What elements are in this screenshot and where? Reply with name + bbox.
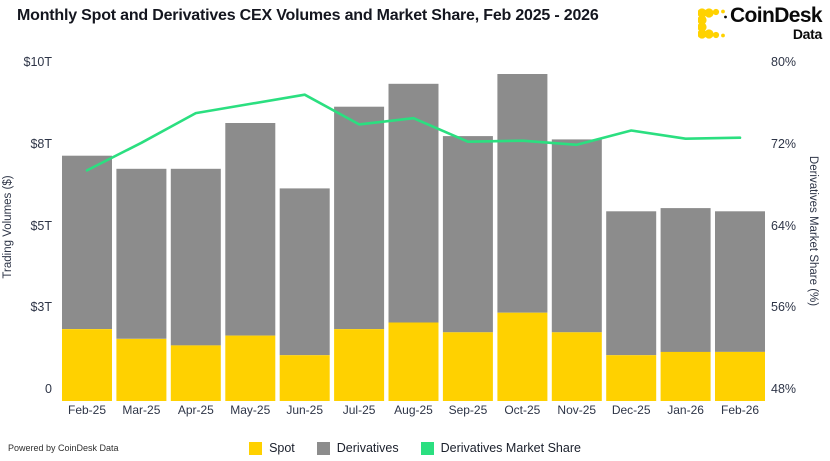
bar-spot-Apr-25[interactable] <box>170 345 221 401</box>
logo-dot <box>704 8 714 18</box>
bar-spot-Aug-25[interactable] <box>388 322 439 402</box>
left-axis-tick-label-2: $5T <box>30 218 52 233</box>
bar-derivatives-Apr-25[interactable] <box>170 168 221 346</box>
bar-spot-May-25[interactable] <box>225 335 276 401</box>
right-axis-tick-label-3: 56% <box>771 300 797 315</box>
bar-spot-Feb-26[interactable] <box>715 351 765 401</box>
x-axis-tick-label-May-25: May-25 <box>230 403 271 417</box>
coindesk-dotted-c-icon <box>697 8 727 39</box>
bar-spot-Jul-25[interactable] <box>334 329 385 401</box>
bar-derivatives-May-25[interactable] <box>225 123 276 336</box>
bar-spot-Nov-25[interactable] <box>551 332 602 401</box>
bar-derivatives-Dec-25[interactable] <box>606 211 657 356</box>
logo-dot <box>697 29 707 39</box>
bar-derivatives-Oct-25[interactable] <box>497 74 548 313</box>
bar-derivatives-Nov-25[interactable] <box>551 139 602 333</box>
x-axis-tick-label-Sep-25: Sep-25 <box>448 403 488 417</box>
bar-spot-Mar-25[interactable] <box>116 338 167 401</box>
x-axis-tick-label-Apr-25: Apr-25 <box>177 403 214 417</box>
bar-spot-Sep-25[interactable] <box>442 332 493 401</box>
x-axis-tick-label-Dec-25: Dec-25 <box>611 403 651 417</box>
bar-spot-Jan-26[interactable] <box>660 351 711 401</box>
x-axis-tick-label-Oct-25: Oct-25 <box>504 403 541 417</box>
left-axis-tick-label-4: 0 <box>45 382 52 396</box>
right-axis-tick-label-1: 72% <box>771 136 797 151</box>
bar-derivatives-Feb-25[interactable] <box>62 155 112 329</box>
left-axis-tick-label-3: $3T <box>30 300 52 315</box>
logo-dot <box>712 8 720 16</box>
x-axis-tick-label-Mar-25: Mar-25 <box>122 403 161 417</box>
right-axis-tick-label-2: 64% <box>771 218 797 233</box>
legend-label: Derivatives <box>336 441 399 455</box>
x-axis-tick-label-Jun-25: Jun-25 <box>286 403 324 417</box>
bar-spot-Jun-25[interactable] <box>279 355 330 401</box>
chart-legend: Spot Derivatives Derivatives Market Share <box>0 441 830 455</box>
x-axis-tick-label-Aug-25: Aug-25 <box>394 403 433 417</box>
logo-dot <box>724 15 727 19</box>
logo-name: CoinDesk <box>729 4 823 27</box>
logo-dot <box>697 8 707 18</box>
x-axis-tick-label-Jan-26: Jan-26 <box>667 403 704 417</box>
bar-derivatives-Feb-26[interactable] <box>715 211 765 352</box>
bar-derivatives-Aug-25[interactable] <box>388 83 439 323</box>
bar-derivatives-Jan-26[interactable] <box>660 208 711 352</box>
logo-dot <box>697 22 707 32</box>
legend-swatch-icon <box>420 441 434 455</box>
left-axis-tick-label-1: $8T <box>30 136 52 151</box>
bar-spot-Oct-25[interactable] <box>497 312 548 401</box>
derivatives-market-share-line <box>85 93 742 172</box>
legend-label: Spot <box>269 441 295 455</box>
legend-item-derivatives[interactable]: Derivatives <box>316 441 399 455</box>
x-axis-tick-label-Feb-26: Feb-26 <box>721 403 760 417</box>
logo-dot <box>697 15 707 25</box>
legend-item-derivatives-market-share[interactable]: Derivatives Market Share <box>420 441 581 455</box>
logo-dot <box>712 31 720 39</box>
legend-item-spot[interactable]: Spot <box>249 441 295 455</box>
logo-sub: Data <box>792 26 822 42</box>
left-axis-title: Trading Volumes ($) <box>2 175 14 279</box>
bar-derivatives-Mar-25[interactable] <box>116 168 167 339</box>
legend-swatch-icon <box>316 441 330 455</box>
x-axis-tick-label-Jul-25: Jul-25 <box>342 403 376 417</box>
chart-title: Monthly Spot and Derivatives CEX Volumes… <box>17 7 599 24</box>
legend-label: Derivatives Market Share <box>440 441 581 455</box>
x-axis-tick-label-Feb-25: Feb-25 <box>67 403 107 417</box>
powered-by-text: Powered by CoinDesk Data <box>8 443 119 453</box>
bar-derivatives-Sep-25[interactable] <box>442 136 493 333</box>
bar-spot-Dec-25[interactable] <box>606 355 657 401</box>
left-axis-tick-label-0: $10T <box>23 55 53 69</box>
bar-derivatives-Jul-25[interactable] <box>334 106 385 330</box>
legend-swatch-icon <box>249 441 263 455</box>
right-axis-tick-label-0: 80% <box>771 55 797 69</box>
logo-dot <box>704 29 714 39</box>
bar-derivatives-Jun-25[interactable] <box>279 188 330 356</box>
logo-dot <box>721 33 725 38</box>
right-axis-title: Derivatives Market Share (%) <box>807 155 819 307</box>
logo-dot <box>721 9 725 14</box>
coindesk-logo: CoinDesk Data <box>697 4 823 42</box>
right-axis-tick-label-4: 48% <box>771 382 797 396</box>
bar-spot-Feb-25[interactable] <box>62 329 112 401</box>
x-axis-tick-label-Nov-25: Nov-25 <box>557 403 597 417</box>
